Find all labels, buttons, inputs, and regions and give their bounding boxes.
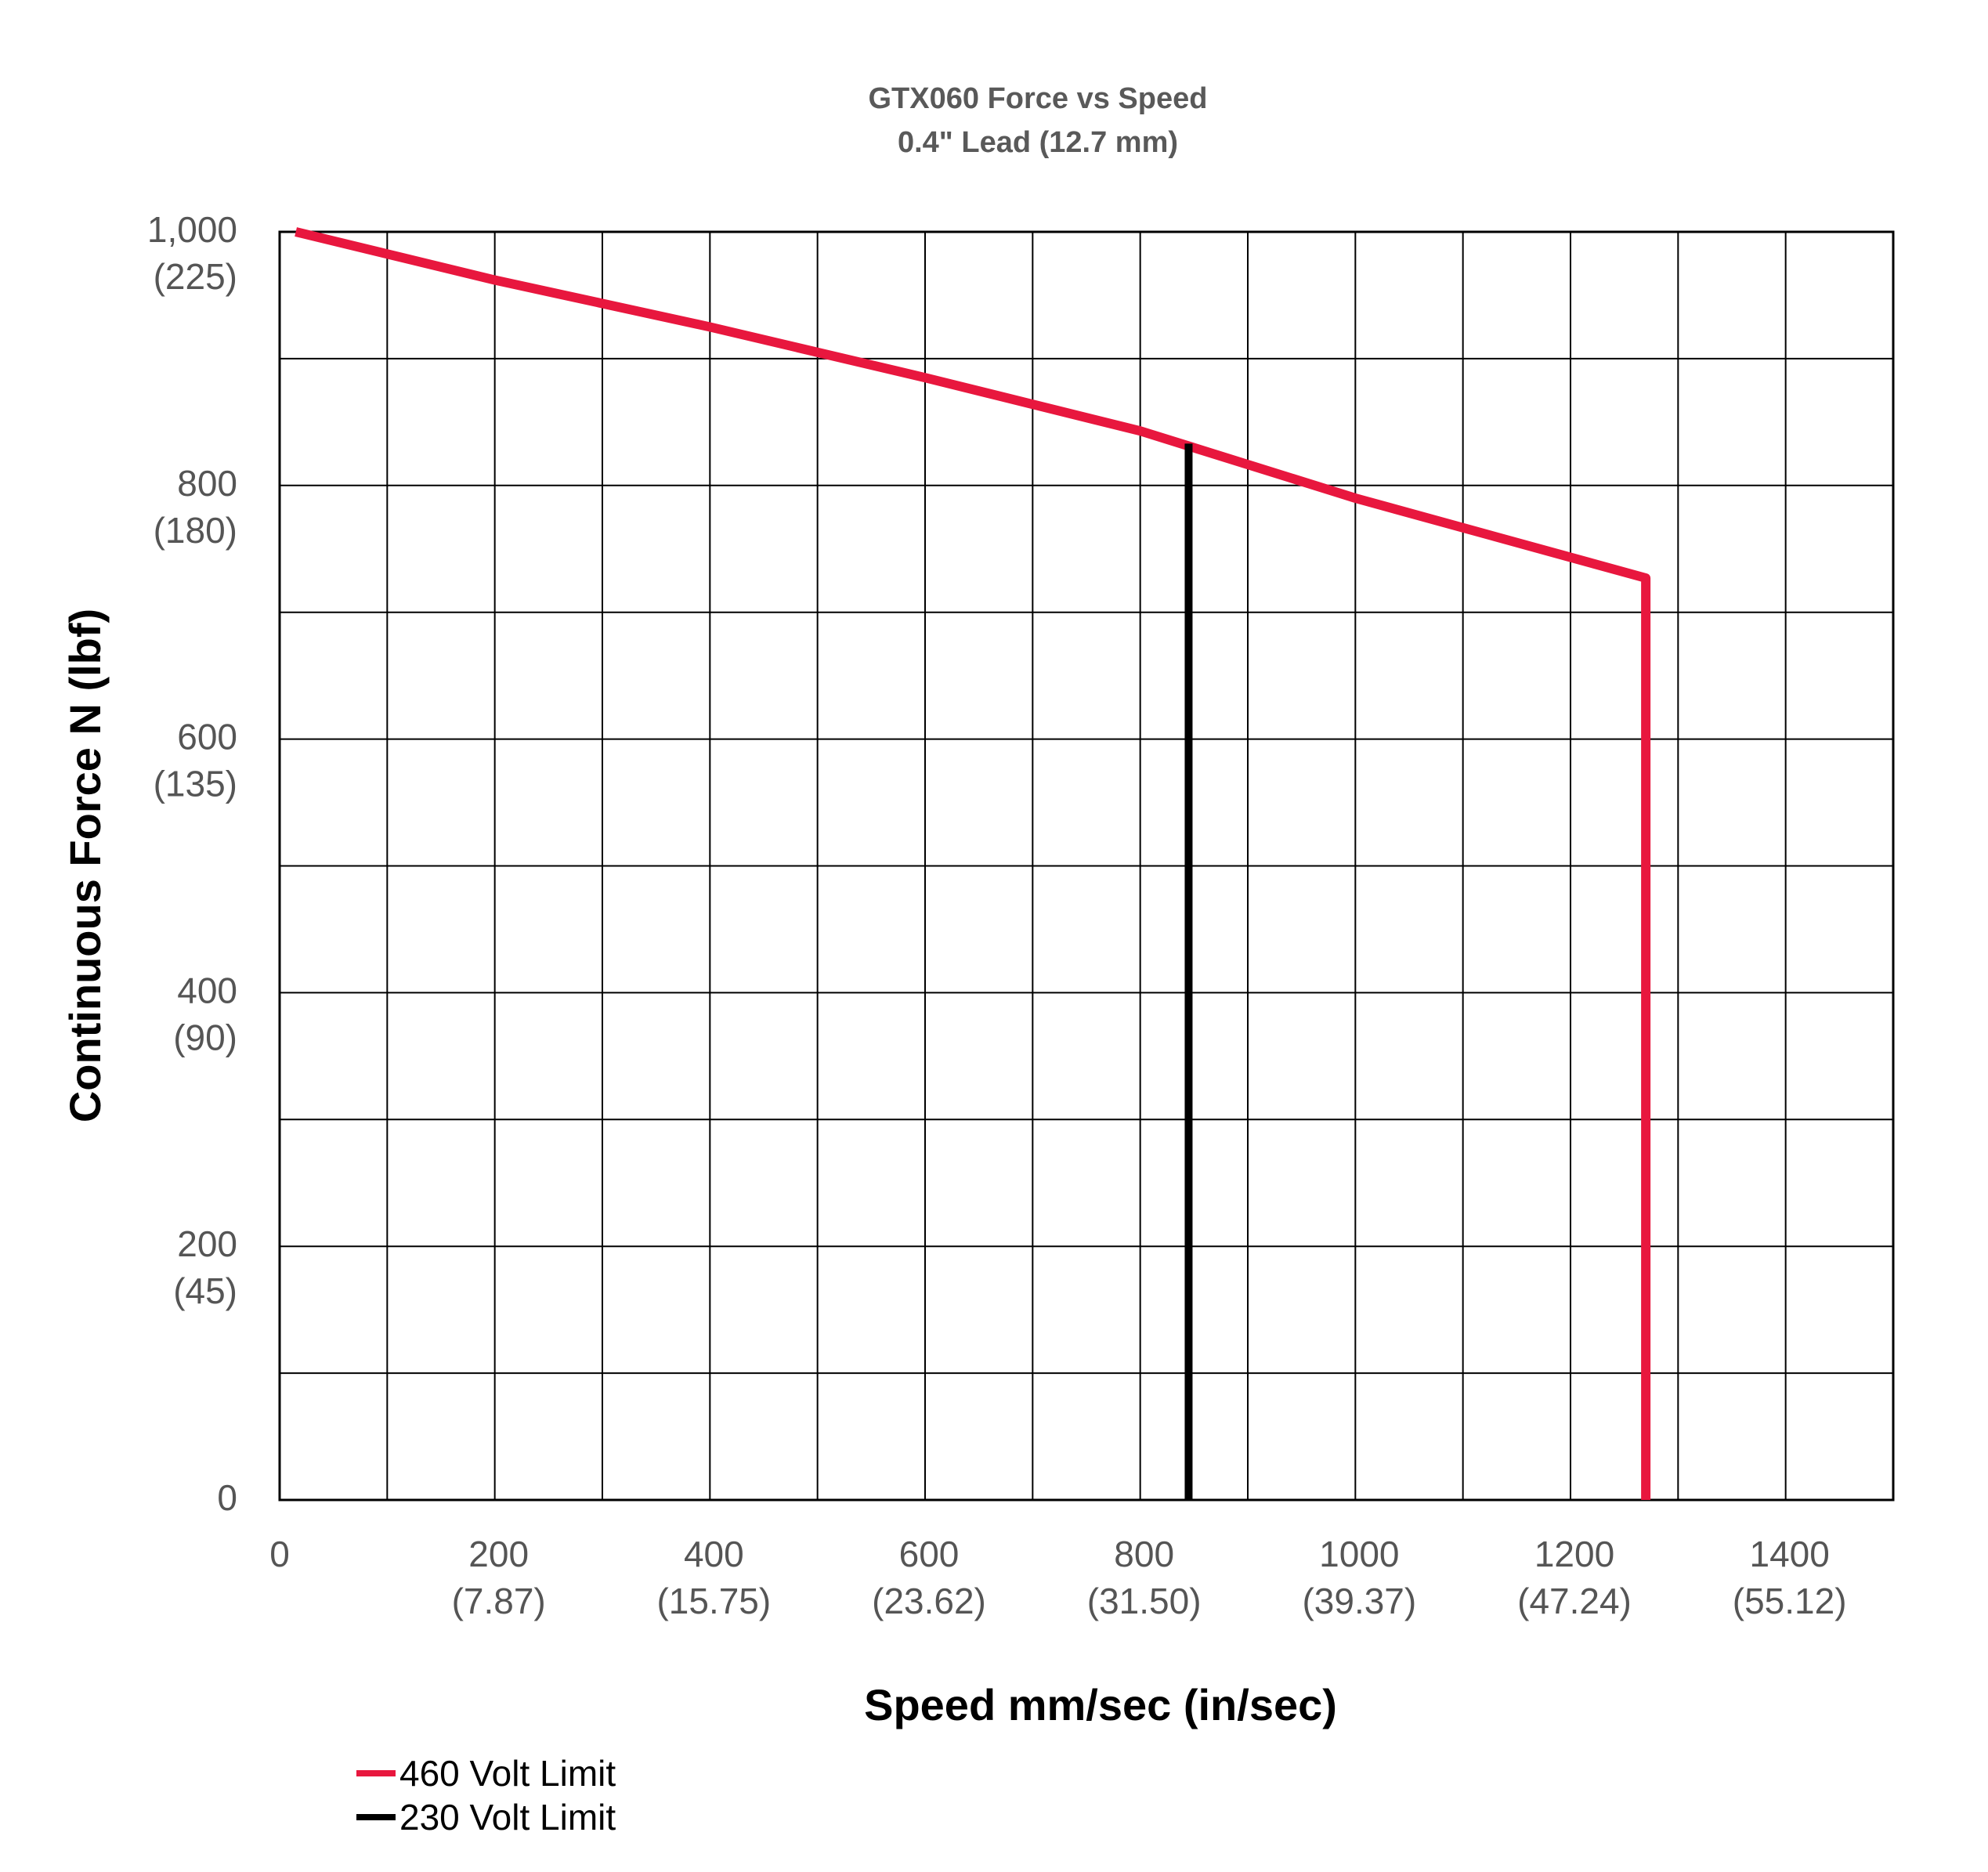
x-tick-sublabel: (55.12) [1733, 1581, 1847, 1621]
plot-area-border [278, 230, 1895, 1502]
y-tick-label: 0 [217, 1477, 237, 1518]
x-tick-label: 600 [899, 1534, 960, 1574]
x-tick-label: 1200 [1534, 1534, 1614, 1574]
x-tick-sublabel: (47.24) [1517, 1581, 1632, 1621]
y-tick-sublabel: (180) [154, 510, 237, 551]
x-tick-label: 0 [269, 1534, 290, 1574]
series-layer [295, 227, 1651, 1500]
y-tick-sublabel: (90) [173, 1017, 237, 1057]
x-tick-label: 400 [684, 1534, 744, 1574]
x-tick-label: 800 [1114, 1534, 1174, 1574]
series-line-460v [295, 227, 1651, 1500]
y-tick-label: 600 [177, 717, 237, 757]
y-tick-sublabel: (225) [154, 256, 237, 297]
x-tick-sublabel: (7.87) [452, 1581, 546, 1621]
x-axis-ticks: 0 200 (7.87) 400 (15.75) 600 (23.62) 800 (31.50)… [269, 1534, 1846, 1621]
x-tick-label: 200 [468, 1534, 529, 1574]
y-tick-label: 400 [177, 970, 237, 1010]
x-tick-label: 1000 [1319, 1534, 1399, 1574]
chart-subtitle: 0.4" Lead (12.7 mm) [898, 126, 1178, 159]
y-tick-label: 200 [177, 1223, 237, 1264]
x-tick-sublabel: (15.75) [656, 1581, 771, 1621]
x-axis-label: Speed mm/sec (in/sec) [864, 1680, 1337, 1729]
chart-title: GTX060 Force vs Speed [869, 82, 1208, 115]
y-axis-ticks: 0 200 (45) 400 (90) 600 (135) 800 (180) 1,000 (225… [147, 209, 237, 1518]
x-tick-sublabel: (39.37) [1302, 1581, 1416, 1621]
y-tick-sublabel: (135) [154, 764, 237, 804]
grid-lines [280, 232, 1893, 1500]
y-axis-label: Continuous Force N (lbf) [60, 609, 110, 1122]
legend-label: 460 Volt Limit [399, 1753, 616, 1794]
legend-label: 230 Volt Limit [399, 1797, 616, 1838]
x-tick-label: 1400 [1749, 1534, 1829, 1574]
y-tick-label: 800 [177, 463, 237, 504]
x-tick-sublabel: (23.62) [872, 1581, 986, 1621]
y-tick-sublabel: (45) [173, 1270, 237, 1311]
x-tick-sublabel: (31.50) [1087, 1581, 1202, 1621]
y-tick-label: 1,000 [147, 209, 237, 250]
